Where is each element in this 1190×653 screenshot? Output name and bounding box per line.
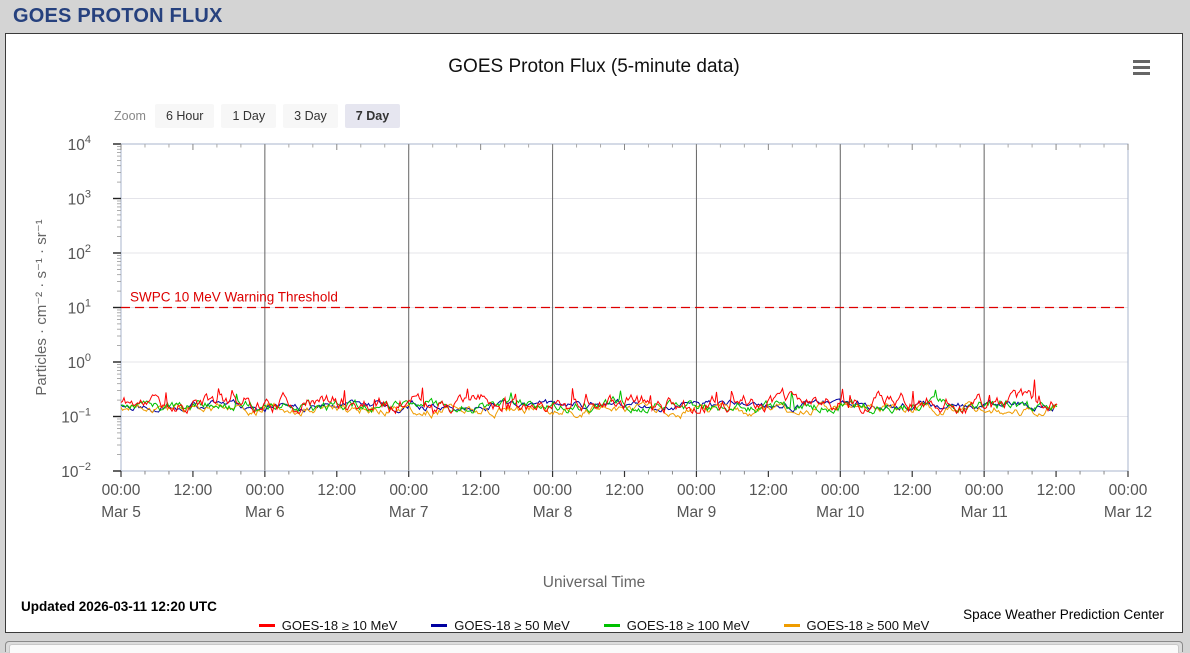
hamburger-icon — [1132, 65, 1150, 69]
chart-title: GOES Proton Flux (5-minute data) — [448, 56, 740, 77]
svg-text:12:00: 12:00 — [749, 482, 788, 499]
svg-text:104: 104 — [68, 134, 91, 154]
svg-text:00:00: 00:00 — [245, 482, 284, 499]
proton-flux-panel: GOES Proton Flux (5-minute data) Zoom 6 … — [5, 33, 1183, 633]
legend-item-10mev[interactable]: GOES-18 ≥ 10 MeV — [258, 618, 397, 633]
svg-text:Mar 10: Mar 10 — [816, 504, 865, 521]
svg-text:102: 102 — [68, 243, 91, 263]
hamburger-icon — [1132, 59, 1150, 63]
svg-text:Mar 12: Mar 12 — [1104, 504, 1152, 521]
svg-text:Mar 11: Mar 11 — [961, 504, 1008, 521]
svg-text:12:00: 12:00 — [893, 482, 932, 499]
chart-menu-button[interactable] — [1128, 56, 1154, 78]
zoom-button-6hour[interactable]: 6 Hour — [154, 104, 215, 128]
svg-text:00:00: 00:00 — [821, 482, 860, 499]
chart-legend: GOES-18 ≥ 10 MeV GOES-18 ≥ 50 MeV GOES-1… — [6, 618, 1182, 633]
page-title: GOES PROTON FLUX — [13, 5, 223, 27]
svg-text:Mar 5: Mar 5 — [101, 504, 141, 521]
legend-item-100mev[interactable]: GOES-18 ≥ 100 MeV — [603, 618, 750, 633]
zoom-button-3day[interactable]: 3 Day — [283, 104, 338, 128]
svg-text:12:00: 12:00 — [1037, 482, 1076, 499]
svg-text:12:00: 12:00 — [461, 482, 500, 499]
svg-text:00:00: 00:00 — [389, 482, 428, 499]
zoom-label: Zoom — [114, 109, 146, 123]
legend-line-swatch — [783, 624, 800, 627]
legend-item-500mev[interactable]: GOES-18 ≥ 500 MeV — [783, 618, 929, 633]
proton-flux-chart[interactable]: 104 103 102 101 100 10−1 10−2 Particles · cm⁻² … — [6, 34, 1182, 594]
svg-text:12:00: 12:00 — [174, 482, 213, 499]
hamburger-icon — [1132, 71, 1150, 75]
x-axis-title: Universal Time — [542, 574, 646, 591]
legend-item-50mev[interactable]: GOES-18 ≥ 50 MeV — [431, 618, 570, 633]
svg-text:10−1: 10−1 — [61, 407, 91, 427]
svg-text:00:00: 00:00 — [965, 482, 1004, 499]
legend-line-swatch — [603, 624, 620, 627]
svg-text:10−2: 10−2 — [61, 461, 91, 481]
svg-text:103: 103 — [68, 189, 91, 209]
svg-text:SWPC 10 MeV Warning Threshold: SWPC 10 MeV Warning Threshold — [130, 290, 338, 305]
zoom-button-1day[interactable]: 1 Day — [221, 104, 277, 128]
legend-line-swatch — [258, 624, 275, 627]
credit-text: Space Weather Prediction Center — [963, 607, 1164, 622]
svg-text:Mar 9: Mar 9 — [677, 504, 717, 521]
svg-text:101: 101 — [68, 298, 91, 318]
svg-text:12:00: 12:00 — [317, 482, 356, 499]
svg-text:Mar 8: Mar 8 — [533, 504, 573, 521]
svg-text:12:00: 12:00 — [605, 482, 644, 499]
svg-text:00:00: 00:00 — [533, 482, 572, 499]
zoom-controls: Zoom 6 Hour 1 Day 3 Day 7 Day — [114, 104, 401, 128]
next-section-panel-edge — [5, 641, 1183, 653]
legend-line-swatch — [431, 624, 448, 627]
svg-text:00:00: 00:00 — [1109, 482, 1148, 499]
svg-text:Mar 6: Mar 6 — [245, 504, 285, 521]
page-header: GOES PROTON FLUX — [0, 0, 1190, 33]
svg-text:00:00: 00:00 — [677, 482, 716, 499]
updated-timestamp: Updated 2026-03-11 12:20 UTC — [21, 599, 217, 614]
svg-text:100: 100 — [68, 352, 91, 372]
svg-text:Particles · cm⁻² · s⁻¹ · sr⁻¹: Particles · cm⁻² · s⁻¹ · sr⁻¹ — [33, 219, 50, 395]
svg-text:Mar 7: Mar 7 — [389, 504, 429, 521]
svg-text:00:00: 00:00 — [102, 482, 141, 499]
zoom-button-7day[interactable]: 7 Day — [344, 104, 401, 128]
